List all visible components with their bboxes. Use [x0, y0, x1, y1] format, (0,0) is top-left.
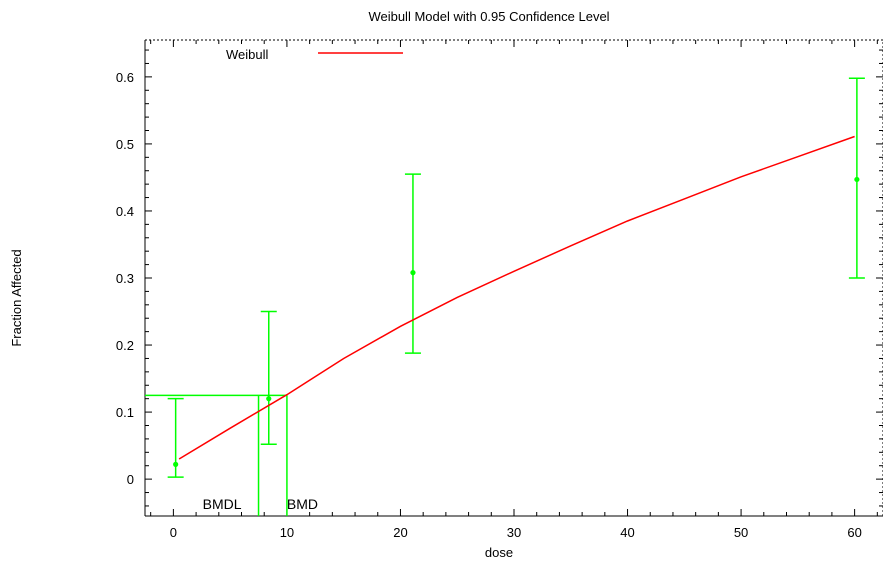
x-tick-label: 30 [507, 525, 521, 540]
y-tick-label: 0.2 [116, 338, 134, 353]
bmd-label: BMD [287, 496, 318, 512]
plot-area: 0 10 20 30 40 50 60 0 0.1 0.2 0.3 0.4 0.5 0.6 BMDL BMD W… [116, 39, 883, 540]
x-tick-label: 20 [393, 525, 407, 540]
data-point [410, 270, 416, 276]
data-point [266, 396, 272, 402]
bmdl-label: BMDL [203, 496, 242, 512]
x-tick-label: 10 [280, 525, 294, 540]
legend-label: Weibull [226, 47, 269, 62]
x-tick-label: 60 [847, 525, 861, 540]
y-tick-label: 0.6 [116, 70, 134, 85]
series-line-weibull [178, 135, 855, 460]
data-point [173, 461, 179, 467]
y-tick-label: 0.3 [116, 271, 134, 286]
y-tick-label: 0 [127, 472, 134, 487]
x-tick-label: 40 [620, 525, 634, 540]
y-tick-label: 0.5 [116, 137, 134, 152]
data-point [854, 176, 860, 183]
y-axis-title: Fraction Affected [9, 249, 24, 346]
chart-title: Weibull Model with 0.95 Confidence Level [368, 9, 609, 24]
x-axis-title: dose [485, 545, 513, 560]
plot-frame [144, 39, 883, 517]
x-tick-label: 0 [170, 525, 177, 540]
y-tick-label: 0.4 [116, 204, 134, 219]
x-tick-label: 50 [734, 525, 748, 540]
y-tick-label: 0.1 [116, 405, 134, 420]
